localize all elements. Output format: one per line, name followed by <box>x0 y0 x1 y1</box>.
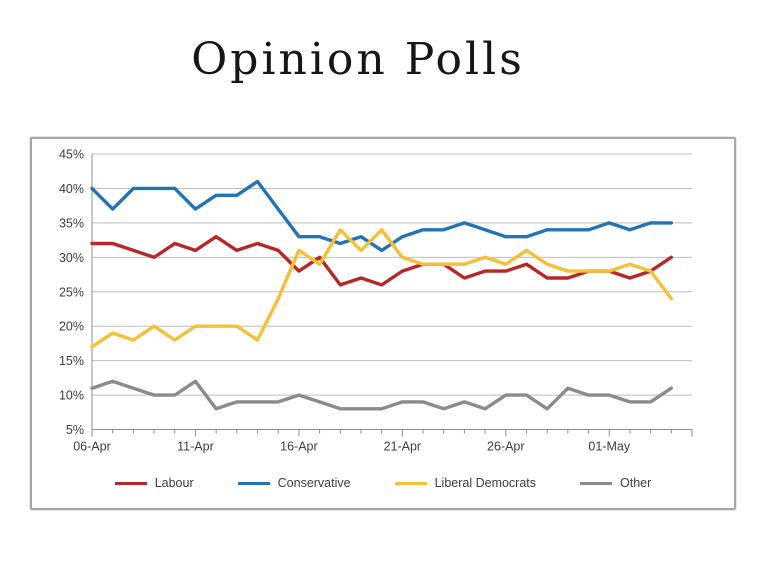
legend-item-labour: Labour <box>114 476 194 490</box>
x-axis-tick-label: 01-May <box>588 440 630 454</box>
legend-item-liberal-democrats: Liberal Democrats <box>394 476 537 490</box>
x-axis-tick-label: 16-Apr <box>280 440 318 454</box>
legend-label-other: Other <box>620 476 652 490</box>
series-line-other <box>90 379 673 411</box>
y-axis-tick-label: 10% <box>59 389 84 403</box>
y-axis-tick-label: 25% <box>59 285 84 299</box>
x-axis-tick-label: 06-Apr <box>73 440 111 454</box>
x-axis-tick-label: 21-Apr <box>384 440 422 454</box>
legend-item-other: Other <box>580 477 651 490</box>
plot-svg: 5% 10% 15% 20% 25% 30% 35% 40% 45% 06-Apr 11-Apr 16… <box>59 148 693 454</box>
chart-frame: 5% 10% 15% 20% 25% 30% 35% 40% 45% 06-Apr 11-Apr 16… <box>30 137 736 510</box>
legend-swatch-liberal-democrats <box>394 481 427 485</box>
legend-swatch-other <box>580 481 613 485</box>
y-axis-tick-label: 15% <box>59 354 84 368</box>
slide-title: Opinion Polls <box>191 34 525 85</box>
x-axis-tick-label: 26-Apr <box>487 440 525 454</box>
y-axis-tick-label: 30% <box>59 251 84 265</box>
legend-item-conservative: Conservative <box>237 476 351 490</box>
series-line-labour <box>90 234 673 287</box>
x-axis-tick-label: 11-Apr <box>177 440 214 454</box>
series-line-conservative <box>90 179 673 253</box>
series-line-liberal-democrats <box>90 228 673 349</box>
legend-swatch-labour <box>114 481 147 485</box>
legend-label-liberal-democrats: Liberal Democrats <box>434 476 537 490</box>
y-axis-tick-label: 45% <box>59 148 84 162</box>
chart-legend: Labour Conservative Liberal Democrats Other <box>32 477 734 490</box>
legend-swatch-conservative <box>237 481 270 485</box>
y-axis-tick-label: 40% <box>59 182 84 196</box>
y-axis-tick-label: 5% <box>66 423 84 437</box>
legend-label-conservative: Conservative <box>277 476 351 490</box>
legend-label-labour: Labour <box>154 476 194 490</box>
y-axis-tick-label: 20% <box>59 320 84 334</box>
y-axis-tick-label: 35% <box>59 216 84 230</box>
